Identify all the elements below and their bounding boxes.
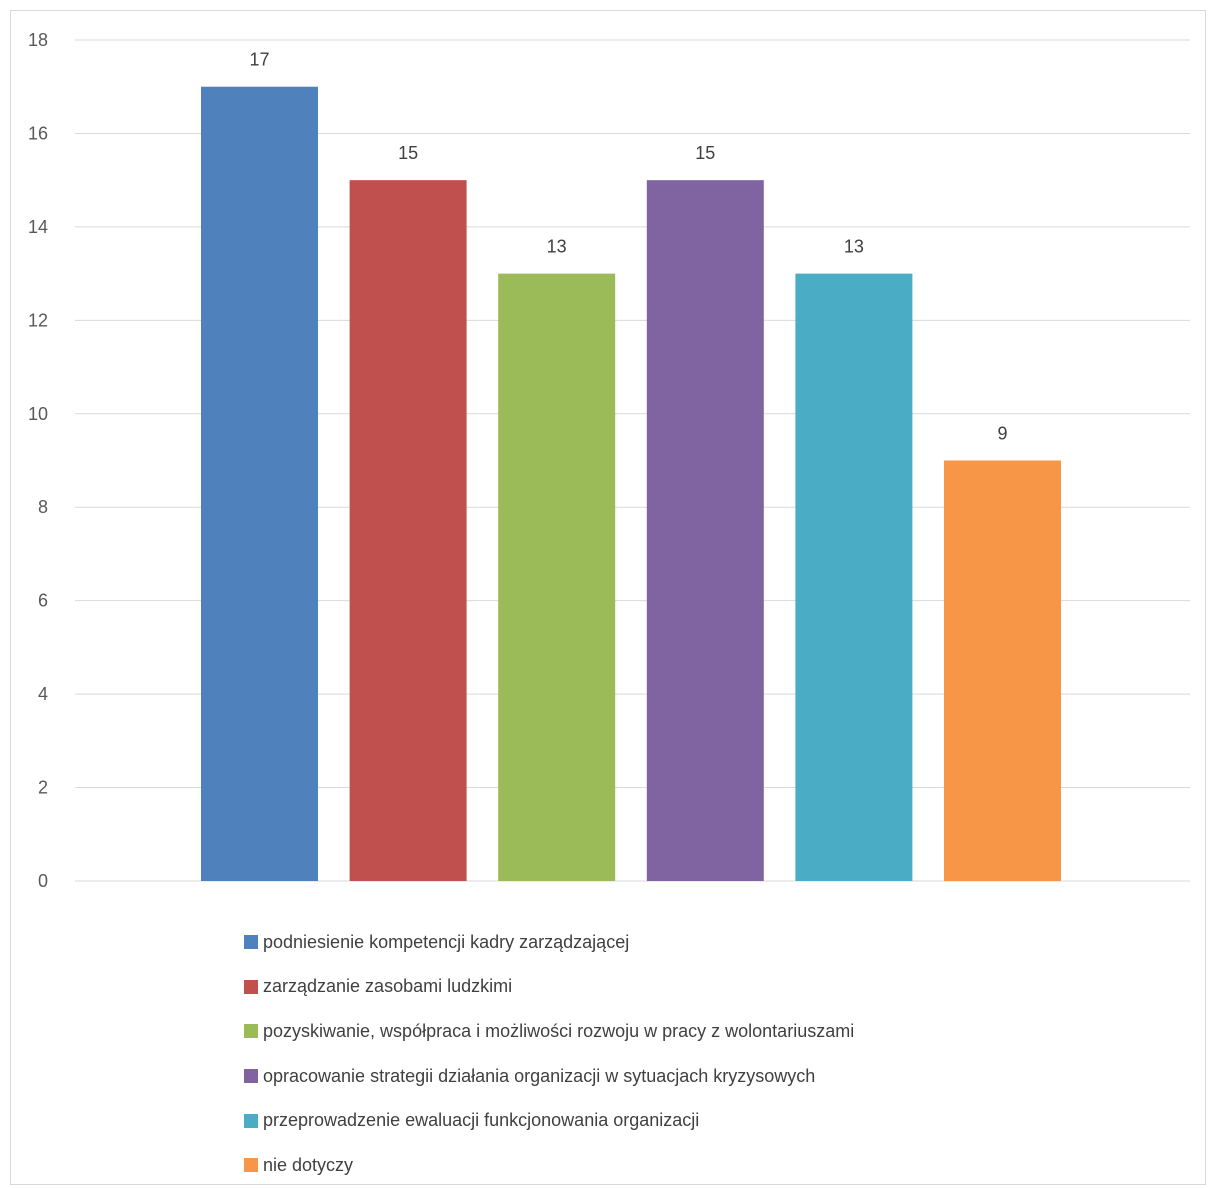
data-label: 15 — [695, 143, 715, 163]
legend-label: opracowanie strategii działania organiza… — [263, 1065, 816, 1086]
legend-swatch — [244, 935, 258, 950]
legend-item: pozyskiwanie, współpraca i możliwości ro… — [244, 1009, 1144, 1054]
y-tick-label: 18 — [28, 30, 48, 50]
bars — [201, 86, 1061, 882]
bar-chart: 0 2 4 6 8 10 12 14 16 18 17 15 13 15 13 9 — [28, 30, 1190, 891]
legend-label: podniesienie kompetencji kadry zarządzaj… — [263, 931, 630, 952]
data-labels: 17 15 13 15 13 9 — [249, 50, 1007, 444]
legend-swatch — [244, 1113, 258, 1128]
y-tick-label: 8 — [38, 497, 48, 517]
legend-item: podniesienie kompetencji kadry zarządzaj… — [244, 920, 1144, 965]
y-tick-label: 16 — [28, 123, 48, 143]
legend-swatch — [244, 1069, 258, 1084]
legend-label: przeprowadzenie ewaluacji funkcjonowania… — [263, 1110, 700, 1131]
y-tick-label: 12 — [28, 310, 48, 330]
bar — [944, 460, 1061, 881]
legend-item: nie dotyczy — [244, 1143, 1144, 1188]
legend-swatch — [244, 1158, 258, 1173]
y-tick-label: 6 — [38, 591, 48, 611]
y-tick-label: 10 — [28, 404, 48, 424]
bar — [646, 180, 764, 881]
y-tick-label: 4 — [38, 684, 48, 704]
bar — [498, 273, 616, 882]
legend-label: zarządzanie zasobami ludzkimi — [263, 976, 513, 997]
bar — [201, 86, 318, 881]
legend-item: zarządzanie zasobami ludzkimi — [244, 965, 1144, 1010]
data-label: 15 — [398, 143, 418, 163]
legend-item: przeprowadzenie ewaluacji funkcjonowania… — [244, 1098, 1144, 1143]
legend-label: nie dotyczy — [263, 1154, 354, 1175]
y-tick-label: 0 — [38, 871, 48, 891]
legend-swatch — [244, 1024, 258, 1039]
y-tick-label: 2 — [38, 778, 48, 798]
legend-label: pozyskiwanie, współpraca i możliwości ro… — [263, 1020, 855, 1041]
legend-swatch — [244, 979, 258, 994]
bar — [795, 273, 913, 882]
legend-item: opracowanie strategii działania organiza… — [244, 1054, 1144, 1099]
legend: podniesienie kompetencji kadry zarządzaj… — [244, 920, 1144, 1188]
data-label: 13 — [547, 237, 567, 257]
y-tick-label: 14 — [28, 217, 48, 237]
data-label: 9 — [997, 424, 1007, 444]
y-axis-ticks: 0 2 4 6 8 10 12 14 16 18 — [28, 30, 48, 891]
data-label: 17 — [249, 50, 269, 70]
data-label: 13 — [844, 237, 864, 257]
bar — [349, 180, 467, 881]
